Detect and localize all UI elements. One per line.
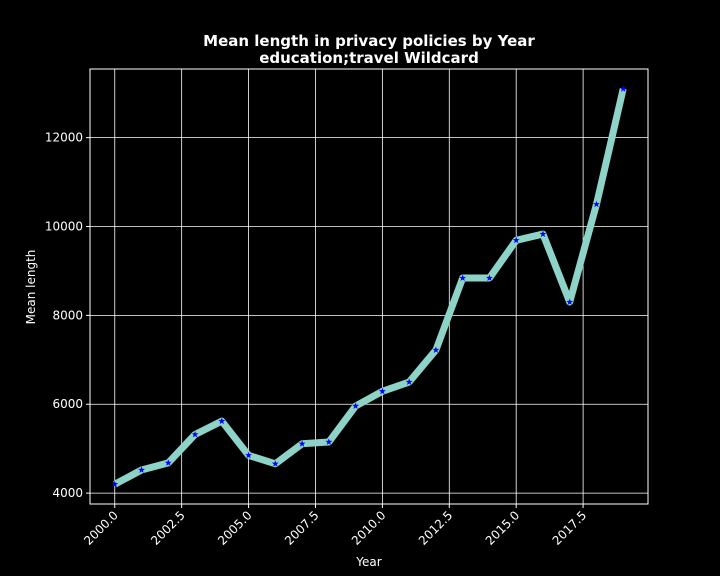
data-point-star [271, 460, 279, 467]
data-point-star [459, 274, 467, 281]
data-point-star [405, 378, 413, 385]
data-point-star [325, 438, 333, 445]
y-tick-label: 6000 [52, 397, 83, 411]
data-point-star [218, 417, 226, 425]
data-point-star [245, 451, 252, 459]
data-point-star [593, 200, 600, 208]
data-point-star [566, 298, 574, 305]
y-axis-label: Mean length [24, 250, 38, 325]
data-point-star [378, 387, 386, 395]
data-point-star [191, 430, 199, 438]
series-layer [113, 87, 627, 488]
data-point-star [111, 480, 119, 488]
data-point-star [164, 459, 172, 466]
y-tick-label: 10000 [45, 220, 83, 234]
y-tick-label: 8000 [52, 308, 83, 322]
data-point-star [539, 230, 547, 237]
marker-layer [111, 85, 627, 488]
y-axis-ticks: 4000 6000 8000 10000 12000 [45, 131, 90, 500]
plot-area-frame [89, 68, 649, 505]
data-point-star [512, 236, 520, 244]
chart-title-line1: Mean length in privacy policies by Year [203, 32, 535, 50]
y-tick-label: 12000 [45, 131, 83, 145]
grid-layer [90, 69, 648, 504]
series-line [113, 87, 627, 488]
data-point-star [138, 466, 145, 473]
y-tick-label: 4000 [52, 486, 83, 500]
data-point-star [486, 274, 493, 281]
data-point-star [298, 440, 306, 447]
data-point-star [352, 402, 360, 409]
chart-title-line2: education;travel Wildcard [259, 49, 479, 67]
x-axis-label: Year [355, 555, 381, 569]
data-point-star [619, 85, 627, 92]
data-point-star [432, 346, 440, 353]
